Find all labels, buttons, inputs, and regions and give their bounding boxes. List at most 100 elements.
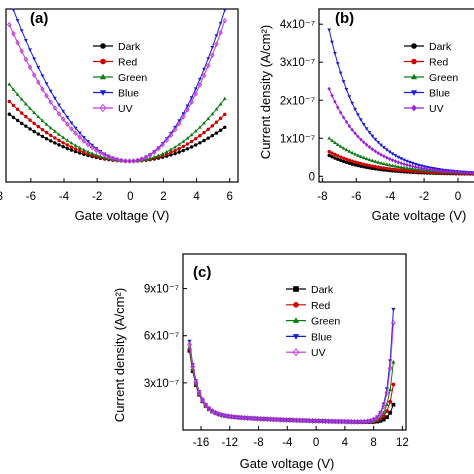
a-point-green [24, 101, 28, 106]
b-point-green [341, 146, 346, 150]
b-point-green [373, 159, 378, 163]
a-point-blue [40, 74, 45, 78]
b-point-uv [454, 169, 458, 175]
a-point-uv [52, 105, 58, 111]
a-point-green [69, 140, 74, 145]
c-point-green [388, 387, 393, 392]
panel-a: (a) -8 -6 -4 -2 0 2 4 6 Gate voltage (V) Dark Re… [0, 8, 239, 223]
a-point-red [69, 145, 74, 149]
panel-a-letter: (a) [30, 10, 48, 27]
a-legend-label: Green [118, 72, 147, 84]
b-point-green [384, 162, 389, 166]
b-point-uv [385, 155, 389, 160]
a-point-blue [36, 66, 41, 70]
a-point-red [7, 99, 12, 104]
axes-frame-b [318, 8, 474, 183]
b-point-blue [384, 148, 389, 152]
b-point-uv [390, 158, 395, 163]
a-point-dark [218, 128, 223, 132]
b-point-red [413, 169, 418, 174]
c-point-uv [374, 414, 380, 421]
c-point-uv [326, 418, 332, 425]
x-ticks-c: -16 -12 -8 -4 0 4 8 12 [193, 437, 409, 449]
b-point-uv [405, 162, 409, 167]
a-point-red [11, 103, 16, 108]
a-point-green [152, 155, 157, 159]
c-point-uv [274, 416, 280, 423]
c-point-uv [212, 409, 218, 416]
a-point-green [7, 82, 12, 86]
a-point-blue [73, 126, 78, 131]
c-point-uv [313, 417, 319, 424]
axes-frame-c [182, 253, 407, 431]
a-point-green [44, 122, 49, 126]
a-point-uv [19, 48, 25, 54]
b-point-red [359, 161, 363, 166]
b-point-uv [327, 86, 331, 91]
b-point-red [376, 165, 380, 169]
b-point-red [405, 169, 409, 173]
c-x-tick-label: 0 [313, 437, 319, 449]
a-point-green [193, 129, 198, 133]
a-point-dark [177, 150, 181, 154]
a-point-blue [214, 34, 219, 38]
a-point-uv [114, 156, 120, 163]
a-point-dark [15, 118, 20, 123]
a-point-green [222, 96, 227, 101]
c-y-tick-label: 9x10⁻⁷ [144, 284, 179, 296]
b-point-green [379, 161, 383, 165]
a-point-uv [15, 39, 20, 46]
a-point-uv [7, 21, 12, 28]
b-point-dark [330, 155, 334, 159]
x-ticks-b: -8 -6 -4 -2 0 [317, 191, 461, 203]
b-point-red [385, 166, 389, 171]
c-point-uv [300, 417, 306, 424]
c-point-uv [193, 379, 199, 386]
a-point-green [164, 149, 169, 154]
b-point-uv [364, 142, 369, 147]
b-point-blue [387, 150, 392, 154]
b-point-uv [338, 110, 343, 115]
a-point-uv [201, 72, 207, 79]
a-point-blue [98, 149, 103, 154]
a-x-tick-label: -8 [0, 191, 3, 203]
a-point-blue [53, 96, 57, 101]
b-point-blue [399, 157, 404, 161]
b-point-uv [436, 168, 441, 173]
b-y-tick-label: 0 [309, 171, 315, 183]
c-point-uv [190, 363, 196, 370]
a-point-uv [131, 158, 136, 164]
b-point-green [330, 138, 334, 142]
a-point-uv [69, 126, 74, 132]
plot-area-c [182, 253, 407, 431]
a-point-dark [61, 145, 65, 149]
b-point-blue [410, 161, 415, 166]
b-point-blue [407, 160, 412, 165]
b-point-blue [413, 162, 418, 167]
a-point-uv [94, 147, 99, 154]
c-x-tick-label: -8 [253, 437, 263, 449]
b-point-green [396, 164, 401, 169]
a-point-red [57, 138, 61, 143]
a-point-dark [57, 143, 61, 147]
c-legend-marker [292, 334, 300, 340]
b-point-uv [336, 105, 340, 110]
a-point-blue [210, 45, 215, 50]
b-x-tick-label: -4 [385, 191, 396, 203]
a-point-dark [189, 145, 194, 149]
c-point-uv [309, 417, 315, 424]
a-point-dark [206, 136, 210, 140]
a-point-blue [28, 48, 32, 52]
a-point-green [210, 112, 215, 116]
c-point-uv [293, 417, 299, 424]
b-point-red [411, 169, 415, 173]
a-point-green [61, 135, 66, 139]
c-point-uv [222, 412, 228, 419]
c-point-uv [352, 418, 358, 425]
b-point-uv [376, 150, 380, 156]
b-point-uv [457, 170, 461, 175]
c-point-uv [287, 417, 293, 424]
a-point-green [156, 153, 161, 157]
b-point-blue [367, 131, 372, 135]
c-point-uv [261, 416, 267, 422]
